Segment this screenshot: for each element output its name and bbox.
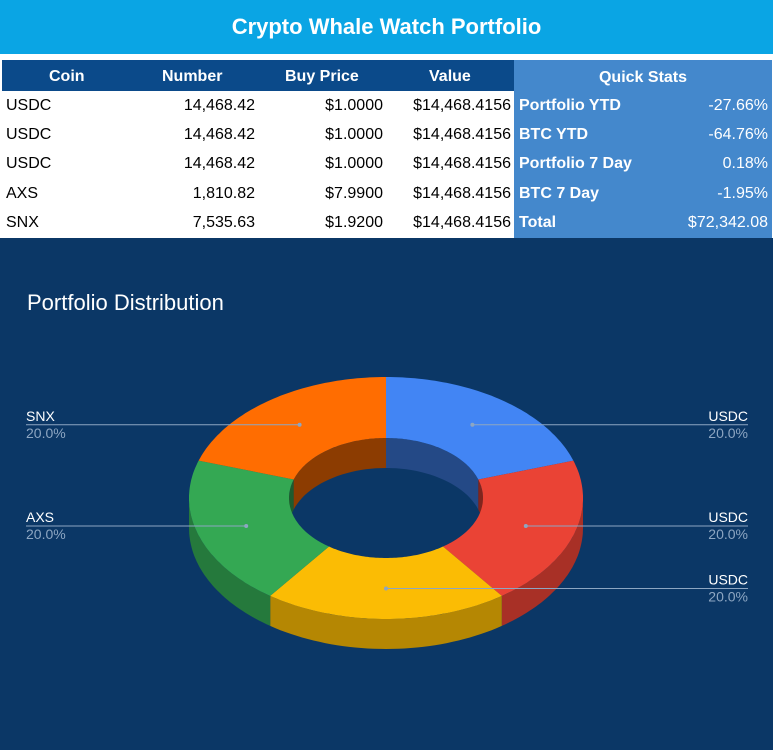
header-value: Value <box>429 68 471 85</box>
leader-dot <box>470 422 475 427</box>
page-title: Crypto Whale Watch Portfolio <box>0 0 773 54</box>
leader-dot <box>384 586 388 591</box>
table-row: USDC 14,468.42 $1.0000 $14,468.4156 <box>2 91 514 120</box>
donut-chart: USDC20.0%USDC20.0%USDC20.0%AXS20.0%SNX20… <box>26 377 748 649</box>
slice-label: USDC <box>708 408 748 424</box>
donut-slice <box>386 377 574 480</box>
donut-slice <box>189 460 329 596</box>
holdings-table-area: Coin Number Buy Price Value USDC 14,468.… <box>0 54 773 238</box>
leader-dot <box>244 524 249 528</box>
cell-number: 7,535.63 <box>192 214 255 231</box>
cell-coin: USDC <box>6 126 52 143</box>
slice-percent: 20.0% <box>708 425 748 441</box>
stat-value: $72,342.08 <box>687 214 768 231</box>
table-row: AXS 1,810.82 $7.9900 $14,468.4156 <box>2 179 514 208</box>
stat-value: -1.95% <box>717 185 768 202</box>
cell-buy-price: $7.9900 <box>325 185 383 202</box>
quick-stats-panel: Quick Stats Portfolio YTD -27.66% BTC YT… <box>514 60 772 238</box>
leader-dot <box>297 422 302 427</box>
cell-buy-price: $1.9200 <box>325 214 383 231</box>
slice-label: AXS <box>26 509 54 525</box>
stat-label: BTC YTD <box>519 126 589 143</box>
slice-percent: 20.0% <box>708 526 748 542</box>
table-row: SNX 7,535.63 $1.9200 $14,468.4156 <box>2 208 514 237</box>
donut-slice <box>270 546 502 619</box>
leader-dot <box>523 524 528 528</box>
table-row: USDC 14,468.42 $1.0000 $14,468.4156 <box>2 120 514 149</box>
stat-row: Total $72,342.08 <box>514 208 772 237</box>
cell-coin: USDC <box>6 155 52 172</box>
cell-coin: AXS <box>6 185 39 202</box>
quick-stats-header: Quick Stats <box>598 69 688 86</box>
cell-value: $14,468.4156 <box>413 185 511 202</box>
stat-row: Portfolio 7 Day 0.18% <box>514 149 772 178</box>
header-buy-price: Buy Price <box>285 68 359 85</box>
cell-value: $14,468.4156 <box>413 155 511 172</box>
cell-number: 14,468.42 <box>183 126 255 143</box>
cell-value: $14,468.4156 <box>413 97 511 114</box>
donut-outer-wall <box>501 498 583 626</box>
cell-number: 14,468.42 <box>183 155 255 172</box>
donut-outer-wall <box>189 498 271 626</box>
stat-label: Total <box>519 214 557 231</box>
cell-coin: USDC <box>6 97 52 114</box>
stat-row: Portfolio YTD -27.66% <box>514 91 772 120</box>
donut-inner-wall <box>386 438 479 510</box>
header-number: Number <box>162 68 223 85</box>
holdings-header-row: Coin Number Buy Price Value <box>2 60 514 91</box>
chart-title: Portfolio Distribution <box>27 290 224 315</box>
donut-slice <box>198 377 386 480</box>
stat-row: BTC YTD -64.76% <box>514 120 772 149</box>
slice-label: SNX <box>26 408 55 424</box>
donut-outer-wall <box>270 595 502 649</box>
slice-percent: 20.0% <box>26 425 66 441</box>
stat-label: Portfolio YTD <box>519 97 621 114</box>
stat-value: -64.76% <box>708 126 768 143</box>
cell-buy-price: $1.0000 <box>325 126 383 143</box>
stat-row: BTC 7 Day -1.95% <box>514 179 772 208</box>
stat-value: 0.18% <box>722 155 768 172</box>
slice-label: USDC <box>708 509 748 525</box>
slice-percent: 20.0% <box>26 526 66 542</box>
donut-slice <box>443 460 583 596</box>
cell-value: $14,468.4156 <box>413 126 511 143</box>
stat-value: -27.66% <box>708 97 768 114</box>
donut-inner-wall <box>293 438 386 510</box>
slice-label: USDC <box>708 572 748 588</box>
chart-area: Portfolio Distribution USDC 20.0% USDC 20.0… <box>0 238 773 750</box>
cell-value: $14,468.4156 <box>413 214 511 231</box>
cell-buy-price: $1.0000 <box>325 97 383 114</box>
cell-number: 14,468.42 <box>183 97 255 114</box>
stat-label: BTC 7 Day <box>519 185 600 202</box>
table-row: USDC 14,468.42 $1.0000 $14,468.4156 <box>2 149 514 178</box>
cell-number: 1,810.82 <box>192 185 255 202</box>
slice-percent: 20.0% <box>708 589 748 605</box>
cell-buy-price: $1.0000 <box>325 155 383 172</box>
cell-coin: SNX <box>6 214 39 231</box>
stat-label: Portfolio 7 Day <box>519 155 632 172</box>
header-coin: Coin <box>49 68 85 85</box>
